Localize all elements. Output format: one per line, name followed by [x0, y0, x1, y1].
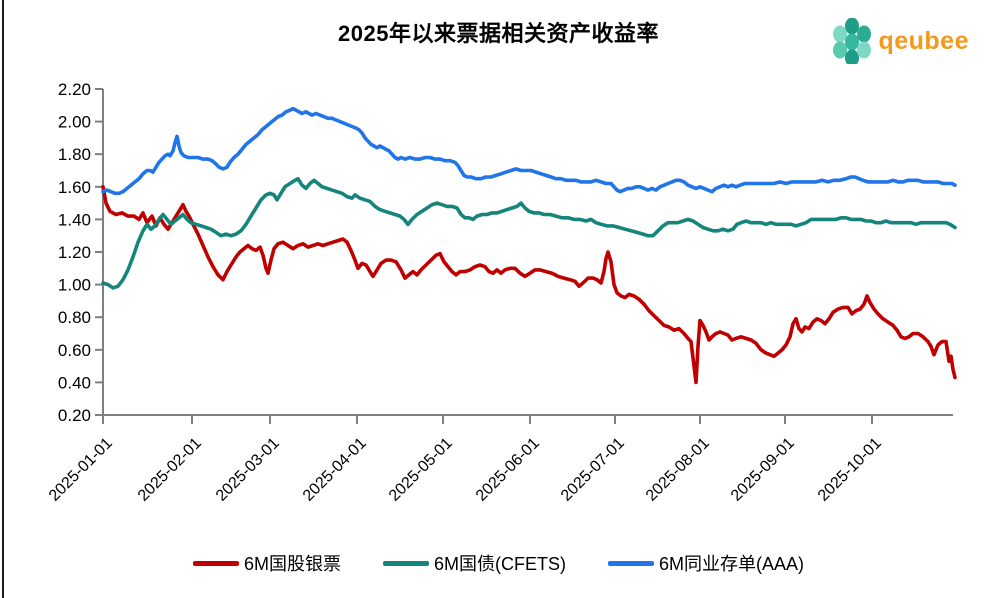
y-tick-label: 1.80 — [58, 145, 91, 164]
legend-item-treasury: 6M国债(CFETS) — [383, 550, 566, 576]
qeubee-logo: qeubee — [832, 18, 969, 64]
y-tick-label: 0.20 — [58, 406, 91, 425]
window-edge-line — [2, 0, 4, 598]
series-line-2 — [101, 106, 957, 196]
legend-label: 6M国股银票 — [243, 554, 341, 574]
x-tick-label: 2025-10-01 — [815, 435, 885, 505]
x-tick-label: 2025-01-01 — [46, 435, 116, 505]
legend-swatch-red-line — [192, 560, 239, 566]
x-tick-label: 2025-05-01 — [386, 435, 456, 505]
y-tick-label: 2.20 — [58, 80, 91, 99]
series-line-1 — [101, 176, 957, 290]
x-tick-label: 2025-08-01 — [643, 435, 713, 505]
chart-legend: 6M国股银票 6M国债(CFETS) 6M同业存单(AAA) — [0, 550, 997, 576]
y-tick-label: 1.20 — [58, 243, 91, 262]
legend-item-bank-bill: 6M国股银票 — [192, 550, 341, 576]
x-tick-label: 2025-03-01 — [213, 435, 283, 505]
x-tick-label: 2025-02-01 — [135, 435, 205, 505]
y-tick-label: 0.40 — [58, 373, 91, 392]
x-tick-label: 2025-09-01 — [728, 435, 798, 505]
y-tick-label: 1.40 — [58, 210, 91, 229]
y-tick-label: 0.80 — [58, 308, 91, 327]
qeubee-logo-icon — [833, 18, 872, 64]
y-tick-label: 2.00 — [58, 113, 91, 132]
x-tick-label: 2025-06-01 — [473, 435, 543, 505]
x-tick-label: 2025-07-01 — [558, 435, 628, 505]
legend-swatch-blue-line — [608, 560, 654, 566]
qeubee-logo-text: qeubee — [878, 26, 969, 55]
y-tick-label: 1.60 — [58, 178, 91, 197]
series-line-0 — [101, 185, 957, 385]
x-tick-label: 2025-04-01 — [300, 435, 370, 505]
y-tick-label: 0.60 — [58, 341, 91, 360]
y-tick-label: 1.00 — [58, 276, 91, 295]
legend-label: 6M国债(CFETS) — [434, 554, 566, 574]
legend-label: 6M同业存单(AAA) — [659, 554, 805, 574]
page-title: 2025年以来票据相关资产收益率 — [338, 21, 659, 46]
legend-swatch-teal-line — [383, 560, 429, 566]
legend-item-ncd: 6M同业存单(AAA) — [608, 550, 804, 576]
